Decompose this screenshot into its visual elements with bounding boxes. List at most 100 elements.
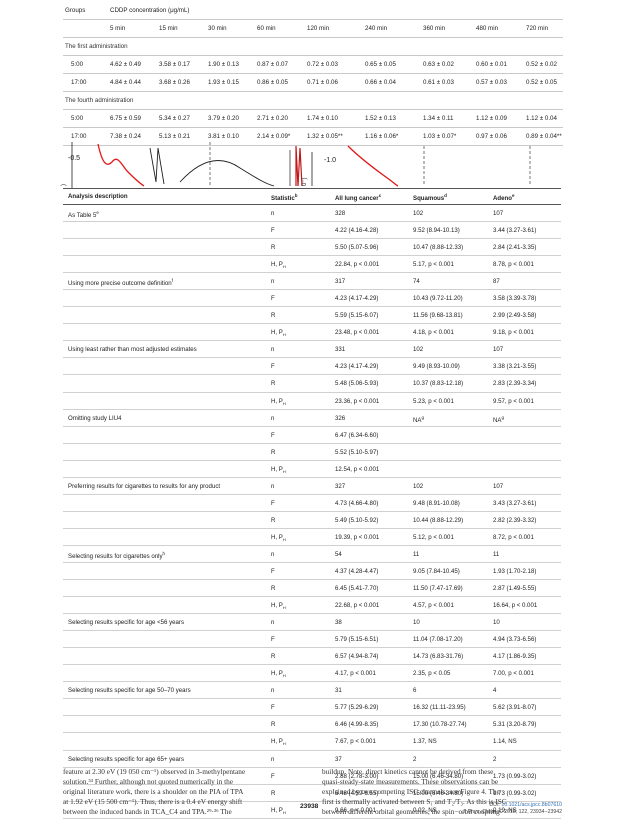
- main-table-body: As Table 5e n 328 102 107 F 4.22 (4.16-4.28) 9.…: [63, 205, 561, 819]
- concentration-cell: 0.52 ± 0.02: [526, 61, 557, 68]
- statistic-cell: n: [271, 687, 275, 695]
- header-squamous: Squamousd: [413, 193, 447, 203]
- all-lung-cancer-cell: 4.23 (4.17-4.29): [335, 363, 379, 371]
- adeno-cell: 2.99 (2.49-3.58): [493, 312, 537, 320]
- all-lung-cancer-cell: 5.77 (5.29-6.29): [335, 704, 379, 712]
- statistic-cell: F: [271, 499, 275, 507]
- header-analysis-description: Analysis description: [68, 193, 128, 200]
- adeno-cell: 3.58 (3.39-3.78): [493, 295, 537, 303]
- concentration-cell: 0.65 ± 0.05: [365, 61, 396, 68]
- concentration-cell: 4.84 ± 0.44: [110, 79, 141, 86]
- squamous-cell: 102: [413, 346, 424, 354]
- all-lung-cancer-cell: 23.36, p < 0.001: [335, 397, 380, 405]
- table-row: Selecting results specific for age <56 y…: [63, 614, 561, 632]
- table-row: H, PH 12.54, p < 0.001: [63, 461, 561, 478]
- time-header: 120 min: [307, 25, 330, 32]
- axis-label-left: -0.5: [68, 155, 80, 162]
- statistic-cell: n: [271, 550, 275, 558]
- time-header: 15 min: [159, 25, 178, 32]
- text-line: between the induced bands in TCA_C4 and …: [63, 807, 232, 816]
- table-row: Using more precise outcome definitionf n 3…: [63, 273, 561, 291]
- concentration-cell: 3.79 ± 0.20: [208, 115, 239, 122]
- analysis-description: As Table 5e: [68, 210, 99, 220]
- time-header: 30 min: [208, 25, 227, 32]
- axis-unit-left: ): [61, 184, 67, 186]
- group-time-cell: 5:00: [71, 115, 84, 122]
- squamous-cell: 16.32 (11.11-23.95): [413, 704, 466, 712]
- all-lung-cancer-cell: 9.66, p < 0.001: [335, 806, 376, 814]
- adeno-cell: 1.73 (0.99-3.02): [493, 789, 537, 797]
- analysis-description: Preferring results for cigarettes to res…: [68, 482, 221, 490]
- text-line: buildup. Note, direct kinetics cannot be…: [322, 767, 494, 776]
- all-lung-cancer-cell: 5.49 (5.10-5.92): [335, 516, 379, 524]
- adeno-cell: 2.82 (2.39-3.32): [493, 516, 537, 524]
- time-header: 240 min: [365, 25, 388, 32]
- squamous-cell: 11.50 (7.47-17.69): [413, 585, 463, 593]
- adeno-cell: 8.72, p < 0.001: [493, 533, 534, 541]
- table-row: R 6.46 (4.99-8.35) 17.30 (10.78-27.74) 5.31…: [63, 716, 561, 734]
- table-row: Selecting results specific for age 50–70…: [63, 682, 561, 700]
- all-lung-cancer-cell: 12.54, p < 0.001: [335, 465, 380, 473]
- adeno-cell: 1.14, NS: [493, 738, 517, 746]
- squamous-cell: 74: [413, 278, 420, 286]
- statistic-cell: F: [271, 704, 275, 712]
- axis-unit-right: 0⁻): [302, 177, 308, 186]
- adeno-cell: 107: [493, 210, 504, 217]
- table-row: F 6.47 (6.34-6.60): [63, 427, 561, 444]
- statistic-cell: n: [271, 278, 275, 286]
- all-lung-cancer-cell: 5.48 (4.59-6.55): [335, 789, 379, 797]
- statistic-cell: R: [271, 448, 276, 456]
- squamous-cell: 10.37 (8.83-12.18): [413, 380, 464, 388]
- squamous-cell: 11: [413, 550, 420, 558]
- all-lung-cancer-cell: 2.88 (2.78-3.00): [335, 772, 379, 780]
- top-table-section-title: The fourth administration: [63, 92, 563, 110]
- table-row: H, PH 4.17, p < 0.001 2.35, p < 0.05 7.00, …: [63, 665, 561, 683]
- table-row: R 5.50 (5.07-5.96) 10.47 (8.88-12.33) 2.84 …: [63, 239, 561, 257]
- statistic-cell: H, PH: [271, 602, 286, 611]
- concentration-cell: 0.61 ± 0.03: [423, 79, 454, 86]
- figure-strip-svg: -0.5 -1.0 ) 0⁻): [61, 142, 531, 188]
- concentration-cell: 1.03 ± 0.07*: [423, 133, 457, 140]
- statistic-cell: H, PH: [271, 397, 286, 406]
- black-curve-1: [149, 147, 165, 185]
- section-title: The fourth administration: [65, 97, 134, 104]
- time-header: 480 min: [476, 25, 499, 32]
- concentration-cell: 0.72 ± 0.03: [307, 61, 338, 68]
- all-lung-cancer-cell: 7.67, p < 0.001: [335, 738, 376, 746]
- all-lung-cancer-cell: 6.57 (4.94-8.74): [335, 653, 379, 661]
- all-lung-cancer-cell: 5.48 (5.06-5.93): [335, 380, 379, 388]
- adeno-cell: 1.93 (1.70-2.18): [493, 567, 537, 575]
- squamous-cell: 9.05 (7.84-10.45): [413, 567, 460, 575]
- squamous-cell: 11.56 (9.68-13.81): [413, 312, 463, 320]
- top-table-row: 5:00 6.75 ± 0.59 5.34 ± 0.27 3.79 ± 0.20 2.7…: [63, 110, 563, 128]
- table-row: F 4.73 (4.66-4.80) 9.48 (8.91-10.08) 3.43 (…: [63, 495, 561, 512]
- concentration-cell: 0.57 ± 0.03: [476, 79, 507, 86]
- all-lung-cancer-cell: 6.46 (4.99-8.35): [335, 721, 379, 729]
- statistic-cell: F: [271, 431, 275, 439]
- adeno-cell: 4: [493, 687, 497, 695]
- statistic-cell: R: [271, 653, 276, 661]
- page-number: 23938: [300, 803, 319, 810]
- text-line: original literature work, there is a sho…: [63, 787, 244, 796]
- table-row: H, PH 23.48, p < 0.001 4.18, p < 0.001 9.18…: [63, 324, 561, 342]
- squamous-cell: 2.35, p < 0.05: [413, 670, 451, 678]
- adeno-cell: 0.19, NS: [493, 806, 517, 814]
- concentration-cell: 6.75 ± 0.59: [110, 115, 141, 122]
- concentration-cell: 5.13 ± 0.21: [159, 133, 190, 140]
- concentration-cell: 4.62 ± 0.49: [110, 61, 141, 68]
- table-row: Using least rather than most adjusted es…: [63, 341, 561, 359]
- doi-link[interactable]: 10.1021/acs.jpcc.8b07610: [501, 802, 562, 808]
- squamous-cell: 10.44 (8.88-12.29): [413, 516, 464, 524]
- text-line: first is thermally activated between S₁ …: [322, 797, 507, 806]
- analysis-description: Selecting results specific for age 50–70…: [68, 687, 191, 695]
- adeno-cell: 9.57, p < 0.001: [493, 397, 534, 405]
- adeno-cell: NAg: [493, 414, 504, 424]
- squamous-cell: 10.43 (9.72-11.20): [413, 295, 463, 303]
- text-line: quasi-steady-state measurements. These o…: [322, 777, 499, 786]
- concentration-cell: 3.68 ± 0.26: [159, 79, 190, 86]
- concentration-cell: 3.58 ± 0.17: [159, 61, 190, 68]
- adeno-cell: 9.18, p < 0.001: [493, 329, 534, 337]
- concentration-cell: 1.93 ± 0.15: [208, 79, 239, 86]
- statistic-cell: F: [271, 567, 275, 575]
- footer-doi-block: DOI: 10.1021/acs.jpcc.8b07610 J. Phys. C…: [462, 802, 562, 816]
